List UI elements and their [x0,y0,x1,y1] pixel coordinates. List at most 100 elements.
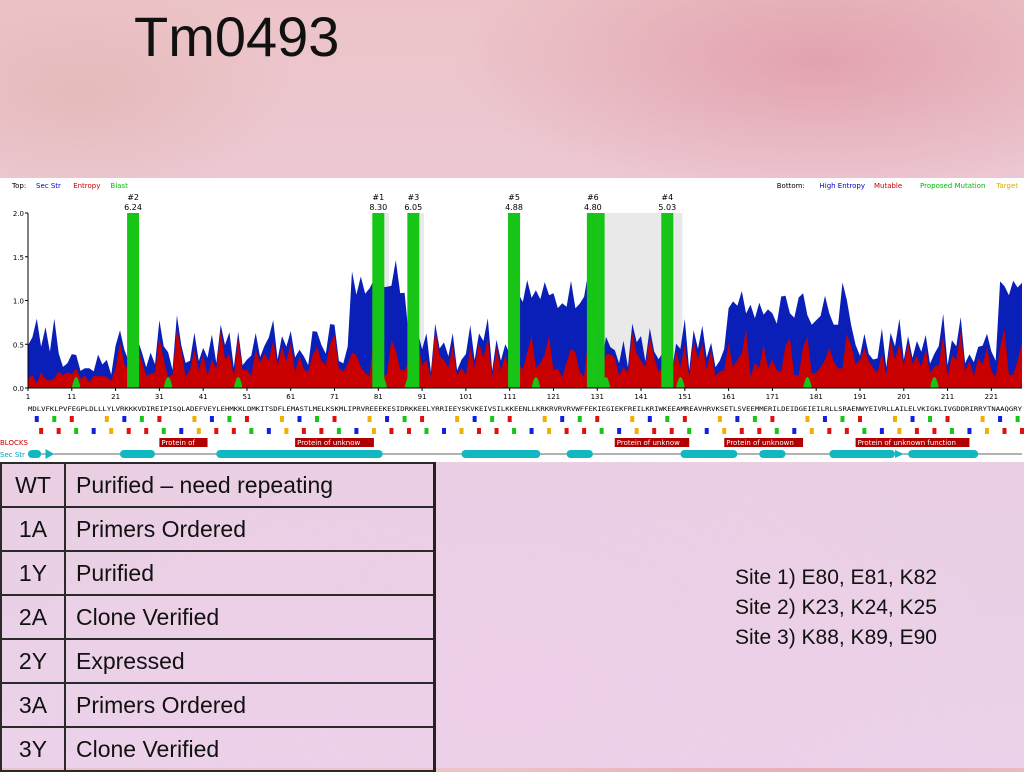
slide-title: Tm0493 [134,5,340,68]
helix-segment [759,450,786,458]
residue-mark [1020,428,1024,434]
table-row: 3A Primers Ordered [0,682,436,728]
top-legend-item: Sec Str [36,182,61,190]
helix-segment [461,450,541,458]
x-tick-label: 61 [286,393,295,401]
helix-segment [829,450,896,458]
status-cell: Purified – need repeating [64,462,436,508]
site-cell: 2Y [0,638,66,684]
residue-mark [577,416,582,422]
residue-mark [774,428,779,434]
helix-segment [680,450,738,458]
mutation-status-table: WT Purified – need repeating 1A Primers … [0,462,436,772]
status-cell: Clone Verified [64,594,436,640]
status-cell: Purified [64,550,436,596]
residue-mark [647,416,652,422]
helix-segment [28,450,42,458]
site-note: Site 2) K23, K24, K25 [735,596,937,619]
site-cell: 2A [0,594,66,640]
residue-mark [122,416,127,422]
residue-mark [542,416,547,422]
block-bar [159,438,208,447]
residue-mark [104,416,109,422]
residue-mark [139,416,144,422]
residue-mark [284,428,289,434]
bottom-legend-label: Bottom: [777,182,805,190]
residue-mark [770,416,775,422]
x-tick-label: 121 [547,393,560,401]
residue-mark [665,416,670,422]
residue-mark [735,416,740,422]
entropy-plot-svg: #26.24 #18.30 #36.05 #54.88 #64.80 #45.03 2.0 1… [0,182,1024,459]
residue-mark [792,428,797,434]
helix-segment [119,450,155,458]
x-tick-label: 211 [941,393,954,401]
top-legend-item: Blast [110,182,128,190]
residue-mark [441,428,446,434]
residue-mark [945,416,950,422]
x-tick-label: 41 [199,393,208,401]
block-label: Protein of unknown [726,439,794,447]
blast-bump [71,377,81,388]
residue-mark [209,416,214,422]
site-marker [508,213,521,388]
residue-mark [893,416,898,422]
y-tick-label: 0.0 [13,385,24,393]
residue-mark [652,428,657,434]
residue-mark [214,428,219,434]
residue-mark [39,428,44,434]
blast-bump [803,377,812,388]
residue-mark [109,428,114,434]
residue-mark [529,428,534,434]
residue-mark [582,428,587,434]
block-bar [614,438,690,447]
site-label: #2 [127,193,139,202]
residue-mark [455,416,460,422]
residue-mark [477,428,482,434]
blocks-label: BLOCKS [0,439,28,447]
residue-mark [998,416,1003,422]
residue-mark [687,428,692,434]
residue-mark [332,416,337,422]
residue-mark [507,416,512,422]
residue-mark [196,428,201,434]
site-note: Site 3) K88, K89, E90 [735,626,937,649]
block-label: Protein of unknow [297,439,360,447]
site-score: 4.88 [505,203,523,212]
residue-mark [827,428,832,434]
x-tick-label: 141 [634,393,647,401]
block-bar [295,438,374,447]
blast-bump [676,377,685,388]
status-cell: Clone Verified [64,726,436,772]
bottom-legend-item: High Entropy [819,182,865,190]
residue-mark [595,416,600,422]
residue-mark [512,428,517,434]
residue-mark [739,428,744,434]
table-row: 2Y Expressed [0,638,436,684]
x-tick-label: 131 [591,393,604,401]
residue-mark [69,416,74,422]
site-score: 8.30 [369,203,387,212]
site-label: #6 [587,193,599,202]
table-row: 1Y Purified [0,550,436,596]
residue-mark [231,428,236,434]
x-tick-label: 11 [67,393,76,401]
strand-arrow [45,449,55,459]
residue-mark [704,428,709,434]
site-score: 4.80 [584,203,602,212]
residue-mark [857,416,862,422]
residue-mark [980,416,985,422]
residue-mark [809,428,814,434]
x-tick-label: 71 [330,393,339,401]
residue-mark [354,428,359,434]
residue-mark [161,428,166,434]
blast-bump [930,377,939,388]
status-cell: Primers Ordered [64,506,436,552]
y-tick-label: 0.5 [13,341,24,349]
blast-bump [233,377,243,388]
residue-mark [52,416,57,422]
residue-mark [126,428,131,434]
x-tick-label: 91 [418,393,427,401]
mutable-area [28,329,1022,388]
bottom-legend-item: Target [995,182,1018,190]
